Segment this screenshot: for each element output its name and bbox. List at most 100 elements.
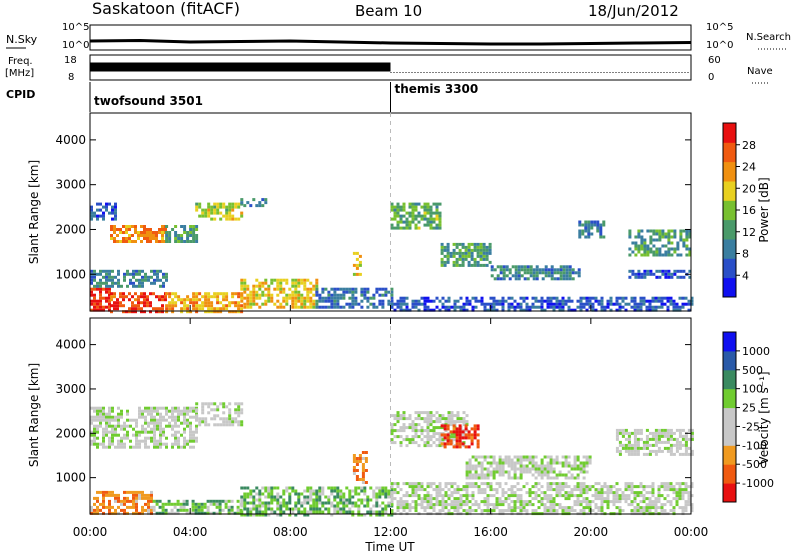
heatmap-cell [570, 506, 574, 510]
heatmap-cell [492, 488, 496, 492]
heatmap-cell [507, 458, 511, 462]
heatmap-cell [264, 278, 268, 282]
heatmap-cell [249, 510, 253, 514]
heatmap-cell [564, 494, 568, 498]
heatmap-cell [93, 211, 96, 215]
heatmap-cell [234, 420, 238, 424]
heatmap-cell [606, 299, 610, 303]
heatmap-cell [161, 234, 164, 237]
heatmap-cell [567, 296, 571, 300]
heatmap-cell [488, 248, 492, 252]
heatmap-cell [444, 482, 448, 486]
heatmap-cell [300, 492, 304, 496]
heatmap-cell [429, 220, 433, 224]
heatmap-cell [282, 504, 286, 508]
heatmap-cell [102, 409, 105, 413]
heatmap-cell [339, 287, 343, 291]
heatmap-cell [117, 415, 120, 419]
heatmap-cell [357, 486, 361, 490]
heatmap-cell [315, 287, 319, 291]
nave-tick-bottom: 0 [708, 72, 714, 83]
heatmap-cell [447, 296, 451, 300]
heatmap-cell [633, 305, 637, 309]
heatmap-cell [216, 205, 220, 209]
heatmap-cell [351, 513, 355, 517]
heatmap-cell [411, 500, 415, 504]
heatmap-cell [225, 405, 229, 409]
heatmap-cell [215, 499, 219, 503]
heatmap-cell [120, 499, 123, 503]
heatmap-cell [525, 455, 529, 459]
heatmap-cell [423, 205, 427, 209]
heatmap-cell [99, 502, 102, 506]
heatmap-cell [579, 296, 583, 300]
heatmap-cell [369, 513, 373, 517]
heatmap-cell [654, 443, 658, 447]
heatmap-cell [582, 485, 586, 489]
heatmap-cell [147, 493, 150, 497]
heatmap-cell [441, 426, 445, 430]
heatmap-cell [465, 429, 469, 433]
heatmap-cell [528, 494, 532, 498]
heatmap-cell [467, 245, 471, 249]
heatmap-cell [636, 503, 640, 507]
heatmap-cell [630, 488, 634, 492]
heatmap-cell [122, 295, 125, 299]
heatmap-cell [507, 506, 511, 510]
heatmap-cell [366, 510, 370, 514]
heatmap-cell [393, 217, 397, 221]
heatmap-cell [355, 469, 359, 472]
heatmap-cell [123, 427, 126, 431]
heatmap-cell [414, 302, 418, 306]
heatmap-cell [664, 253, 668, 257]
heatmap-cell [179, 508, 183, 512]
heatmap-cell [111, 427, 114, 431]
heatmap-cell [464, 248, 468, 252]
heatmap-cell [234, 301, 238, 305]
heatmap-cell [417, 503, 421, 507]
heatmap-cell [587, 232, 591, 236]
heatmap-cell [189, 228, 193, 231]
heatmap-cell [354, 501, 358, 505]
heatmap-cell [324, 296, 328, 300]
heatmap-cell [183, 430, 186, 434]
heatmap-cell [636, 506, 640, 510]
heatmap-cell [195, 228, 199, 231]
heatmap-cell [255, 296, 259, 300]
heatmap-cell [114, 493, 117, 497]
heatmap-cell [423, 506, 427, 510]
heatmap-cell [222, 411, 226, 415]
heatmap-cell [390, 290, 394, 294]
heatmap-cell [443, 427, 447, 431]
heatmap-cell [648, 503, 652, 507]
heatmap-cell [606, 488, 610, 492]
heatmap-cell [426, 500, 430, 504]
heatmap-cell [663, 431, 667, 435]
heatmap-cell [177, 406, 180, 410]
heatmap-cell [108, 445, 111, 449]
heatmap-cell [192, 228, 196, 231]
heatmap-cell [630, 299, 634, 303]
heatmap-cell [339, 510, 343, 514]
heatmap-cell [399, 226, 403, 230]
heatmap-cell [228, 423, 232, 427]
heatmap-cell [195, 439, 198, 443]
heatmap-cell [132, 505, 135, 509]
heatmap-cell [93, 415, 96, 419]
heatmap-cell [648, 431, 652, 435]
heatmap-cell [520, 265, 524, 269]
heatmap-cell [649, 250, 653, 254]
heatmap-cell [504, 500, 508, 504]
heatmap-cell [240, 281, 244, 285]
heatmap-cell [443, 442, 447, 446]
heatmap-cell [405, 500, 409, 504]
heatmap-cell [455, 257, 459, 261]
heatmap-cell [516, 482, 520, 486]
heatmap-cell [108, 287, 111, 291]
heatmap-cell [423, 211, 427, 215]
heatmap-cell [279, 287, 283, 291]
heatmap-cell [579, 503, 583, 507]
heatmap-cell [432, 220, 436, 224]
heatmap-cell [492, 461, 496, 465]
